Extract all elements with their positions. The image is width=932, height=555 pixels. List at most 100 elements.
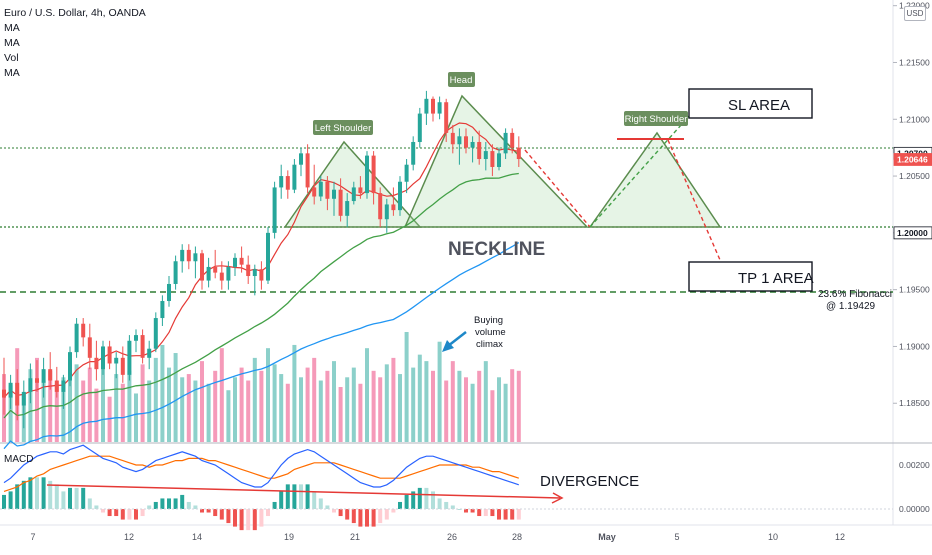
chart-legend: Euro / U.S. Dollar, 4h, OANDA MA MA Vol … (4, 6, 146, 81)
candle-body (48, 369, 53, 381)
volume-bar (153, 357, 158, 442)
volume-bar (140, 364, 145, 442)
candles (2, 90, 521, 429)
macd-histogram-bar (285, 484, 290, 509)
candle-body (391, 204, 396, 211)
candle-body (450, 132, 455, 145)
candle-body (101, 346, 105, 370)
volume-bar (371, 370, 376, 442)
volume-bar (279, 374, 284, 442)
candle-body (28, 378, 33, 392)
macd-histogram-bar (153, 501, 158, 509)
macd-histogram-bar (378, 509, 383, 524)
right-shoulder-label-bg (624, 111, 688, 126)
volume-bar (246, 380, 251, 442)
legend-item-vol[interactable]: Vol (4, 52, 19, 64)
macd-histogram-bar (8, 491, 13, 509)
macd-histogram-bar (127, 509, 132, 520)
macd-histogram-bar (28, 477, 33, 509)
volume-arrow-head (442, 340, 454, 352)
volume-bar (61, 377, 66, 442)
volume-bar (490, 390, 495, 442)
candle-body (464, 136, 468, 148)
volume-bar (233, 377, 237, 442)
price-tick-label: 1.18500 (899, 398, 930, 408)
candle-body (206, 266, 211, 281)
volume-bar (68, 353, 72, 442)
candle-body (35, 378, 39, 383)
volume-bar (299, 377, 303, 442)
candle-body (160, 301, 165, 319)
macd-histogram-bar (510, 509, 515, 520)
volume-bar (318, 380, 323, 442)
volume-bar (332, 361, 336, 442)
candle-body (173, 261, 178, 284)
divergence-line (46, 484, 561, 499)
candle-body (345, 201, 350, 216)
macd-histogram-bar (140, 509, 145, 517)
macd-histogram-bar (180, 494, 185, 509)
candle-body (490, 151, 495, 167)
candle-body (259, 269, 264, 281)
macd-line (3, 444, 519, 488)
price-axis-bg[interactable] (893, 0, 932, 550)
symbol-title[interactable]: Euro / U.S. Dollar, 4h, OANDA (4, 7, 146, 19)
candle-body (134, 335, 138, 341)
volume-note-1: Buying (474, 315, 503, 326)
macd-histogram-bar (424, 487, 429, 509)
candle-body (15, 382, 20, 406)
candle-body (516, 147, 521, 160)
volume-bar (450, 361, 455, 442)
candle-body (279, 176, 284, 188)
macd-histogram-bar (2, 494, 6, 509)
volume-bar (41, 380, 46, 442)
tp-area-box (688, 261, 813, 292)
volume-bar (226, 390, 231, 442)
volume-arrow-line (447, 331, 467, 347)
volume-bar (516, 370, 521, 442)
volume-bar (437, 341, 442, 442)
macd-histogram-bar (206, 509, 211, 513)
candle-body (107, 346, 112, 364)
volume-bar (483, 361, 488, 442)
candle-body (213, 266, 218, 273)
left-shoulder-label-bg (313, 120, 373, 135)
macd-histogram-bar (94, 505, 99, 509)
candle-body (200, 253, 204, 281)
macd-histogram-bar (345, 509, 350, 520)
volume-bar (411, 367, 416, 442)
macd-histogram (2, 477, 521, 531)
candle-body (325, 181, 330, 199)
candle-body (186, 249, 191, 262)
time-tick-label: May (598, 532, 616, 542)
right-shoulder-label: Right Shoulder (625, 114, 688, 125)
legend-item-ma-1[interactable]: MA (4, 22, 20, 34)
volume-bar (398, 374, 402, 442)
left-shoulder-label: Left Shoulder (315, 123, 372, 134)
legend-item-ma-3[interactable]: MA (4, 67, 20, 79)
volume-bar (94, 388, 99, 442)
candle-body (318, 181, 323, 197)
macd-histogram-bar (61, 491, 66, 509)
volume-bar (292, 344, 297, 442)
macd-histogram-bar (299, 484, 303, 509)
macd-histogram-bar (398, 501, 402, 509)
legend-item-ma-2[interactable]: MA (4, 37, 20, 49)
volume-bar (87, 367, 92, 442)
macd-histogram-bar (259, 509, 264, 527)
macd-histogram-bar (325, 505, 330, 509)
fibonacci-label-1: 23.6% Fibonacci (818, 289, 892, 300)
volume-bar (338, 387, 343, 442)
candle-body (140, 335, 145, 358)
volume-bar (8, 385, 13, 442)
macd-histogram-bar (338, 509, 343, 517)
macd-histogram-bar (213, 509, 218, 517)
currency-badge[interactable]: USD (904, 6, 926, 21)
fibonacci-label-2: @ 1.19429 (826, 301, 876, 312)
candle-body (153, 318, 158, 349)
macd-histogram-bar (41, 477, 46, 509)
price-tick-label: 1.22000 (899, 1, 930, 11)
candle-body (252, 269, 257, 277)
